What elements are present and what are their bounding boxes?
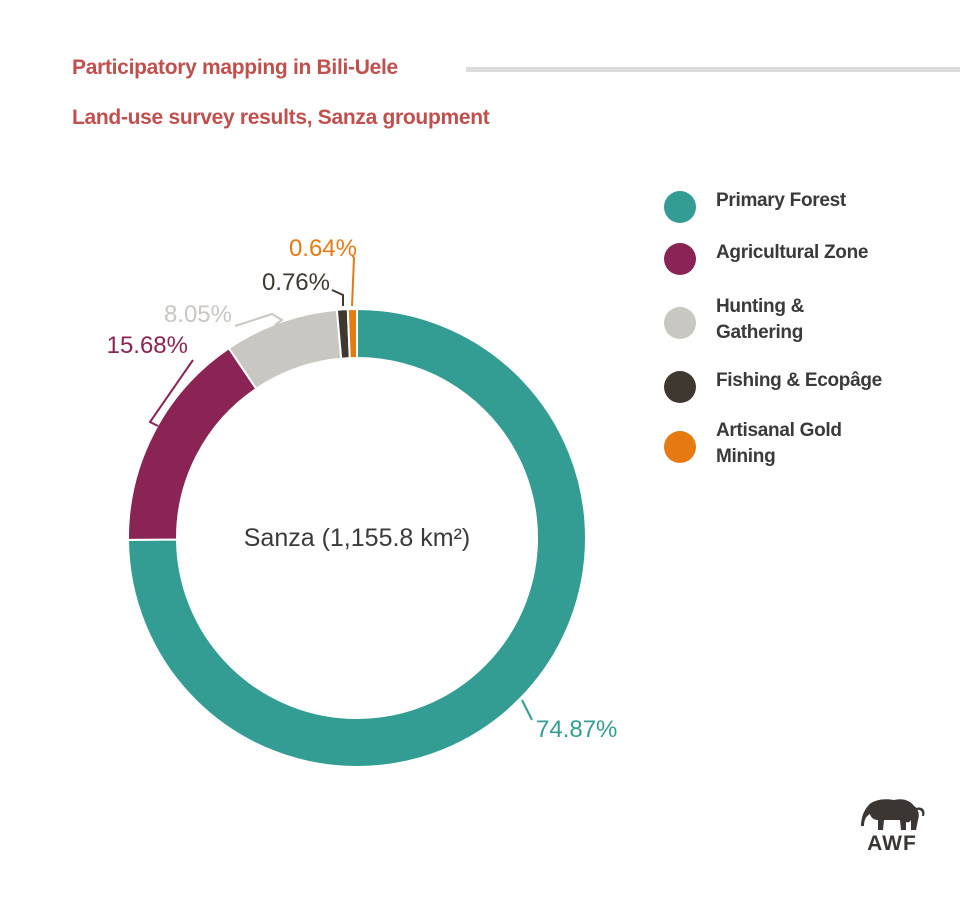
donut-slice xyxy=(127,346,258,541)
chart-subtitle: Land-use survey results, Sanza groupment xyxy=(72,106,490,129)
legend-label: Primary Forest xyxy=(716,190,846,211)
legend-swatch xyxy=(664,191,696,223)
legend-swatch xyxy=(664,307,696,339)
donut-center-label: Sanza (1,155.8 km²) xyxy=(244,524,471,552)
title-divider xyxy=(466,67,960,72)
slice-leader-line xyxy=(521,699,533,721)
slice-data-label: 0.76% xyxy=(262,269,330,296)
chart-title: Participatory mapping in Bili-Uele xyxy=(72,56,398,79)
slice-leader-line xyxy=(234,312,284,327)
legend-label: Fishing & Ecopâge xyxy=(716,370,882,391)
slice-data-label: 74.87% xyxy=(536,716,617,743)
awf-logo: AWF xyxy=(854,796,930,860)
slice-data-label: 15.68% xyxy=(107,332,188,359)
legend-label: Hunting & Gathering xyxy=(716,296,805,343)
logo-text: AWF xyxy=(867,832,917,855)
slice-leader-line xyxy=(148,359,194,427)
donut-slice xyxy=(346,307,358,360)
legend-label: Artisanal Gold Mining xyxy=(716,420,842,467)
elephant-icon xyxy=(861,799,925,830)
donut-slice xyxy=(126,307,587,768)
legend-swatch xyxy=(664,243,696,275)
legend-label: Agricultural Zone xyxy=(716,242,869,263)
legend-swatch xyxy=(664,431,696,463)
legend-swatch xyxy=(664,371,696,403)
slice-leader-line xyxy=(351,254,356,307)
slice-data-label: 8.05% xyxy=(164,301,232,328)
slice-data-label: 0.64% xyxy=(289,235,357,262)
slice-leader-line xyxy=(331,289,344,306)
